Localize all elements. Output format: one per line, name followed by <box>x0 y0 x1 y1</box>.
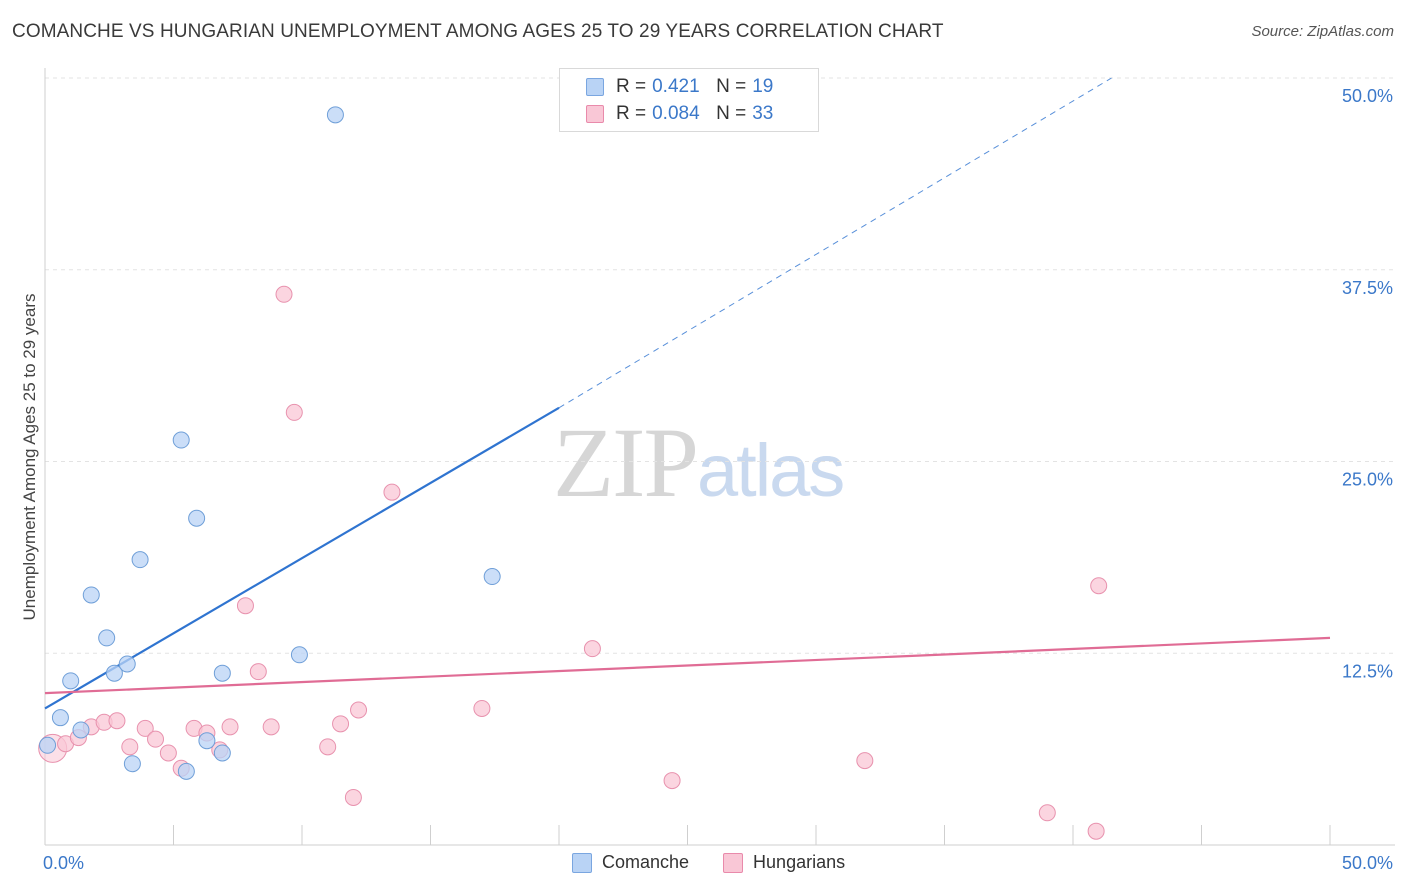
point-hungarians <box>262 718 280 736</box>
source-credit: Source: ZipAtlas.com <box>1251 23 1394 40</box>
point-comanche <box>82 586 100 604</box>
point-hungarians <box>319 738 337 756</box>
point-hungarians <box>1087 822 1105 840</box>
point-hungarians <box>350 701 368 719</box>
watermark-atlas: atlas <box>697 429 845 512</box>
point-hungarians <box>221 718 239 736</box>
point-hungarians <box>473 699 491 717</box>
series-label-comanche: Comanche <box>602 852 690 872</box>
point-comanche <box>213 664 231 682</box>
tick-labels: 12.5% 25.0% 37.5% 50.0% 0.0% 50.0% <box>43 86 1393 873</box>
legend-r-label: R = <box>616 103 647 124</box>
point-hungarians <box>285 403 303 421</box>
point-comanche <box>118 655 136 673</box>
legend-row-hungarians: R = 0.084 N = 33 <box>586 102 773 126</box>
y-axis-label: Unemployment Among Ages 25 to 29 years <box>20 294 39 621</box>
point-hungarians <box>344 788 362 806</box>
point-comanche <box>123 755 141 773</box>
series-swatch-comanche <box>572 852 592 873</box>
legend-n-label: N = <box>716 76 747 97</box>
y-tick-label: 25.0% <box>1342 470 1393 490</box>
point-hungarians <box>275 285 293 303</box>
point-hungarians <box>1038 804 1056 822</box>
point-comanche <box>188 509 206 527</box>
axes <box>44 68 1395 846</box>
x-tick-label: 0.0% <box>43 853 84 873</box>
series-label-hungarians: Hungarians <box>753 852 846 872</box>
point-hungarians <box>147 730 165 748</box>
trend-lines <box>44 77 1331 710</box>
point-comanche <box>290 646 308 664</box>
legend-row-comanche: R = 0.421 N = 19 <box>586 75 773 99</box>
point-hungarians <box>236 597 254 615</box>
grid <box>45 77 1395 654</box>
point-hungarians <box>663 772 681 790</box>
point-hungarians <box>108 712 126 730</box>
series-legend: Comanche Hungarians <box>572 852 879 873</box>
legend-n-label: N = <box>716 103 747 124</box>
series-swatch-hungarians <box>723 852 744 873</box>
point-comanche <box>172 431 190 449</box>
correlation-legend: R = 0.421 N = 19 R = 0.084 N = 33 <box>559 68 819 132</box>
point-hungarians <box>856 752 874 770</box>
point-hungarians <box>383 483 401 501</box>
legend-swatch-hungarians <box>586 105 604 123</box>
point-hungarians <box>583 640 601 658</box>
point-comanche <box>131 551 149 569</box>
series-legend-hungarians[interactable]: Hungarians <box>723 852 845 873</box>
trend-extension-comanche <box>558 77 1112 409</box>
point-comanche <box>483 568 501 586</box>
point-hungarians <box>136 719 154 737</box>
watermark: ZIPatlas <box>553 405 845 520</box>
point-hungarians <box>249 663 267 681</box>
point-comanche <box>326 106 344 124</box>
point-comanche <box>98 629 116 647</box>
legend-swatch-comanche <box>586 78 604 96</box>
legend-n-value: 19 <box>752 76 774 97</box>
point-comanche <box>39 736 57 754</box>
chart-title: COMANCHE VS HUNGARIAN UNEMPLOYMENT AMONG… <box>12 21 944 42</box>
point-comanche <box>213 744 231 762</box>
series-legend-comanche[interactable]: Comanche <box>572 852 689 873</box>
watermark-zip: ZIP <box>553 407 699 518</box>
data-points <box>38 69 1108 840</box>
y-tick-label: 12.5% <box>1342 661 1393 681</box>
trend-line-hungarians <box>44 636 1331 695</box>
point-hungarians <box>332 715 350 733</box>
point-comanche <box>51 709 69 727</box>
legend-r-value: 0.421 <box>652 76 700 97</box>
point-comanche <box>62 672 80 690</box>
point-comanche <box>105 664 123 682</box>
point-comanche <box>72 721 90 739</box>
point-hungarians <box>121 738 139 756</box>
point-hungarians <box>159 744 177 762</box>
x-tick-label: 50.0% <box>1342 853 1393 873</box>
point-comanche <box>177 762 195 780</box>
y-tick-label: 37.5% <box>1342 278 1393 298</box>
legend-n-value: 33 <box>752 103 774 124</box>
point-hungarians <box>1090 577 1108 595</box>
legend-r-value: 0.084 <box>652 103 700 124</box>
y-tick-label: 50.0% <box>1342 86 1393 106</box>
point-comanche <box>198 732 216 750</box>
legend-r-label: R = <box>616 76 647 97</box>
